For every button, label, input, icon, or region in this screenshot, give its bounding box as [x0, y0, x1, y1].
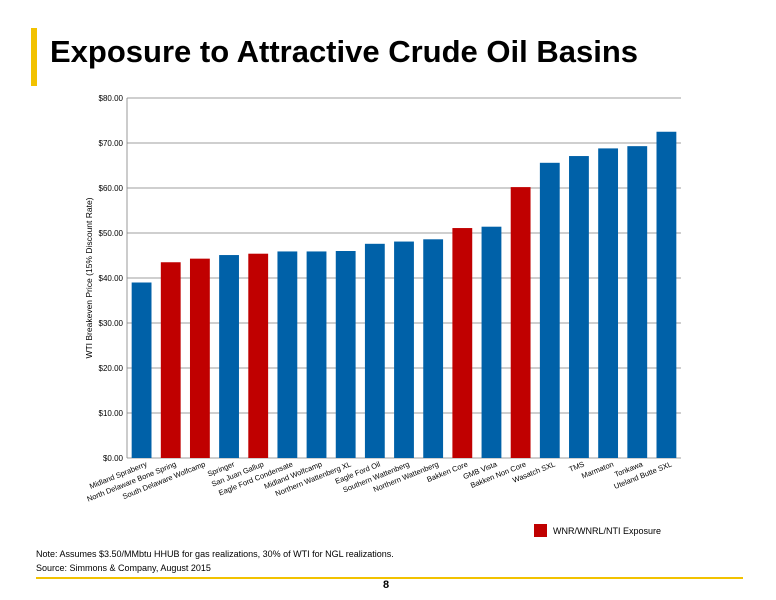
bar: [189, 258, 210, 458]
bar: [248, 253, 269, 458]
y-tick-label: $60.00: [99, 184, 124, 193]
bar: [160, 262, 181, 458]
y-axis-label: WTI Breakeven Price (15% Discount Rate): [84, 197, 94, 358]
bar: [481, 226, 502, 458]
footnote: Note: Assumes $3.50/MMbtu HHUB for gas r…: [36, 549, 394, 559]
source-note: Source: Simmons & Company, August 2015: [36, 563, 211, 573]
bar: [277, 251, 298, 458]
y-tick-label: $20.00: [99, 364, 124, 373]
bar: [306, 251, 327, 458]
bar-chart: $0.00 $10.00 $20.00 $30.00 $40.00 $50.00 $60.0…: [84, 94, 681, 537]
page-title: Exposure to Attractive Crude Oil Basins: [50, 34, 639, 69]
y-tick-label: $10.00: [99, 409, 124, 418]
bar: [569, 156, 589, 459]
bar: [598, 148, 619, 458]
footer-rule: [36, 577, 743, 579]
bar: [219, 255, 239, 458]
bar: [364, 243, 385, 458]
legend: WNR/WNRL/NTI Exposure: [534, 524, 661, 537]
bar: [539, 162, 560, 459]
y-axis-tick-labels: $0.00 $10.00 $20.00 $30.00 $40.00 $50.00 $60.0…: [99, 94, 124, 463]
y-tick-label: $70.00: [99, 139, 124, 148]
y-tick-label: $40.00: [99, 274, 124, 283]
title-accent-bar: [31, 28, 37, 86]
legend-label: WNR/WNRL/NTI Exposure: [553, 526, 661, 536]
y-tick-label: $0.00: [103, 454, 124, 463]
x-tick-label: Marmaton: [580, 460, 615, 481]
bars: [131, 131, 677, 459]
bar: [627, 146, 648, 458]
bar: [510, 187, 531, 458]
bar: [423, 239, 444, 458]
y-tick-label: $80.00: [99, 94, 124, 103]
bar: [335, 251, 356, 458]
bar: [656, 131, 677, 458]
y-tick-label: $30.00: [99, 319, 124, 328]
bar: [452, 228, 473, 458]
bar: [131, 282, 152, 458]
page-number: 8: [383, 579, 390, 591]
bar: [394, 241, 414, 458]
legend-swatch: [534, 524, 547, 537]
y-tick-label: $50.00: [99, 229, 124, 238]
